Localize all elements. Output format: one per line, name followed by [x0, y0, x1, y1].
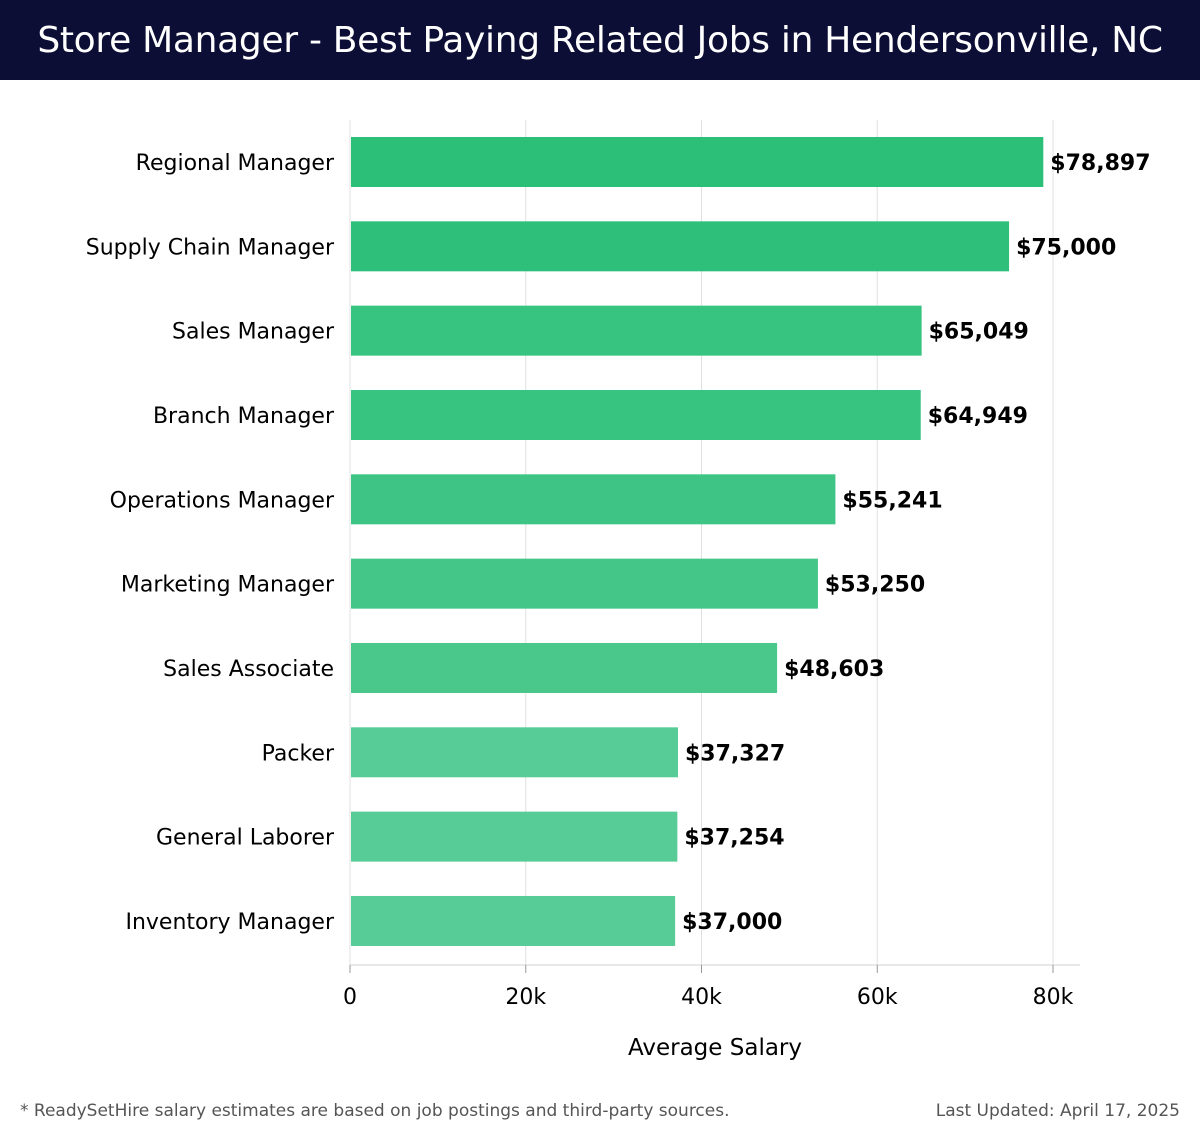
footer-note: * ReadySetHire salary estimates are base… [20, 1101, 730, 1121]
category-label: Regional Manager [136, 151, 335, 176]
category-label: General Laborer [156, 826, 335, 851]
data-label: $75,000 [1016, 235, 1116, 260]
bar [351, 137, 1044, 187]
x-tick-label: 60k [857, 985, 898, 1010]
bar [351, 558, 818, 609]
category-label: Operations Manager [110, 488, 335, 513]
x-tick-label: 40k [681, 985, 722, 1010]
bar [351, 727, 679, 778]
data-label: $55,241 [842, 488, 942, 513]
bar [351, 811, 678, 862]
x-tick-label: 0 [343, 985, 357, 1010]
bar [351, 221, 1010, 272]
x-axis-title: Average Salary [628, 1035, 802, 1061]
bar [351, 474, 836, 525]
x-tick-label: 80k [1033, 985, 1074, 1010]
chart-title: Store Manager - Best Paying Related Jobs… [37, 19, 1163, 61]
bar [351, 389, 921, 440]
data-label: $65,049 [929, 320, 1029, 345]
data-label: $37,327 [685, 741, 785, 766]
bar [351, 642, 778, 693]
data-label: $64,949 [928, 404, 1028, 429]
bar [351, 305, 922, 356]
data-label: $37,000 [682, 910, 782, 935]
category-label: Supply Chain Manager [86, 235, 335, 260]
data-label: $78,897 [1050, 151, 1150, 176]
last-updated-label: Last Updated: April 17, 2025 [935, 1101, 1180, 1121]
data-label: $37,254 [684, 826, 784, 851]
category-label: Packer [262, 741, 335, 766]
data-label: $48,603 [784, 657, 884, 682]
category-label: Marketing Manager [121, 573, 335, 598]
category-label: Sales Associate [163, 657, 334, 682]
data-label: $53,250 [825, 573, 925, 598]
category-label: Branch Manager [153, 404, 335, 429]
chart-header: Store Manager - Best Paying Related Jobs… [0, 0, 1200, 80]
salary-bar-chart: Regional Manager $78,897 Supply Chain Mana… [86, 120, 1151, 1061]
category-label: Sales Manager [172, 320, 335, 345]
category-label: Inventory Manager [125, 910, 334, 935]
bar [351, 895, 676, 946]
x-tick-label: 20k [505, 985, 546, 1010]
